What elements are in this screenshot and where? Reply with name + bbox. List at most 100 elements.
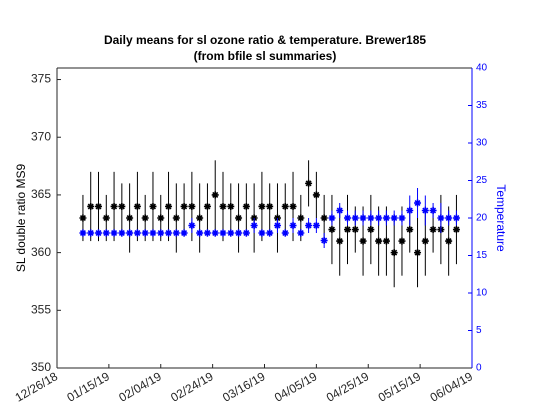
marker bbox=[219, 229, 227, 237]
marker bbox=[203, 229, 211, 237]
marker bbox=[351, 214, 359, 222]
marker bbox=[452, 214, 460, 222]
x-tick-label: 03/16/19 bbox=[220, 369, 268, 405]
marker bbox=[367, 214, 375, 222]
marker bbox=[320, 237, 328, 244]
x-tick-label: 04/05/19 bbox=[272, 369, 320, 405]
marker bbox=[227, 229, 235, 237]
marker bbox=[235, 229, 243, 237]
marker bbox=[336, 237, 344, 245]
marker bbox=[172, 229, 180, 237]
marker bbox=[305, 179, 313, 187]
marker bbox=[211, 191, 219, 199]
marker bbox=[227, 202, 235, 210]
marker bbox=[375, 214, 383, 222]
marker bbox=[180, 229, 188, 237]
marker bbox=[242, 229, 250, 237]
marker bbox=[421, 237, 429, 245]
y-tick-label: 375 bbox=[31, 72, 51, 86]
y2-tick-label: 30 bbox=[476, 138, 488, 149]
marker bbox=[157, 214, 165, 222]
marker bbox=[172, 214, 180, 222]
marker bbox=[219, 202, 227, 210]
marker bbox=[281, 202, 289, 210]
marker bbox=[429, 226, 437, 234]
marker bbox=[289, 222, 297, 229]
x-tick-label: 05/15/19 bbox=[376, 369, 424, 405]
marker bbox=[445, 214, 453, 222]
marker bbox=[281, 229, 289, 237]
marker bbox=[242, 202, 250, 210]
x-tick-label: 04/25/19 bbox=[324, 369, 372, 405]
marker bbox=[367, 226, 375, 234]
marker bbox=[118, 229, 126, 237]
marker bbox=[414, 249, 422, 257]
marker bbox=[203, 202, 211, 210]
marker bbox=[87, 202, 95, 210]
marker bbox=[398, 237, 406, 245]
marker bbox=[312, 191, 320, 199]
y2-tick-label: 15 bbox=[476, 250, 488, 261]
y-tick-label: 365 bbox=[31, 187, 51, 201]
marker bbox=[266, 202, 274, 210]
y2-tick-label: 10 bbox=[476, 288, 488, 299]
marker bbox=[79, 214, 87, 222]
marker bbox=[390, 214, 398, 222]
marker bbox=[235, 214, 243, 222]
marker bbox=[328, 214, 336, 222]
marker bbox=[382, 237, 390, 245]
marker bbox=[118, 202, 126, 210]
marker bbox=[312, 222, 320, 229]
marker bbox=[406, 207, 414, 214]
marker bbox=[87, 229, 95, 237]
marker bbox=[133, 229, 141, 237]
marker bbox=[328, 226, 336, 234]
x-tick-label: 01/15/19 bbox=[65, 369, 113, 405]
marker bbox=[375, 237, 383, 245]
marker bbox=[406, 226, 414, 234]
marker bbox=[141, 214, 149, 222]
marker bbox=[398, 214, 406, 222]
marker bbox=[344, 226, 351, 234]
marker bbox=[258, 229, 266, 237]
y-tick-label: 370 bbox=[31, 129, 51, 143]
marker bbox=[133, 202, 141, 210]
marker bbox=[110, 202, 118, 210]
marker bbox=[165, 229, 173, 237]
marker bbox=[452, 226, 460, 234]
y2-axis-label: Temperature bbox=[494, 184, 508, 252]
marker bbox=[266, 229, 274, 237]
marker bbox=[79, 229, 87, 237]
marker bbox=[149, 229, 157, 237]
marker bbox=[421, 207, 429, 214]
marker bbox=[95, 229, 102, 237]
y2-tick-label: 25 bbox=[476, 175, 488, 186]
y2-tick-label: 0 bbox=[476, 363, 482, 374]
marker bbox=[110, 229, 118, 237]
marker bbox=[297, 229, 305, 237]
marker bbox=[414, 199, 422, 207]
marker bbox=[359, 237, 367, 245]
marker bbox=[344, 214, 351, 222]
marker bbox=[141, 229, 149, 237]
chart-subtitle: (from bfile sl summaries) bbox=[194, 49, 337, 63]
marker bbox=[102, 229, 110, 237]
marker bbox=[289, 202, 297, 210]
marker bbox=[297, 214, 305, 222]
chart-title: Daily means for sl ozone ratio & tempera… bbox=[104, 33, 426, 47]
marker bbox=[165, 202, 173, 210]
marker bbox=[180, 202, 188, 210]
marker bbox=[126, 214, 134, 222]
marker bbox=[149, 202, 157, 210]
marker bbox=[196, 214, 204, 222]
x-tick-label: 06/04/19 bbox=[428, 369, 476, 405]
marker bbox=[336, 207, 344, 214]
x-tick-label: 12/26/18 bbox=[13, 369, 61, 405]
marker bbox=[382, 214, 390, 222]
marker bbox=[359, 214, 367, 222]
marker bbox=[258, 202, 266, 210]
y-axis-label: SL double ratio MS9 bbox=[14, 164, 28, 273]
marker bbox=[351, 226, 359, 234]
marker bbox=[320, 214, 328, 222]
